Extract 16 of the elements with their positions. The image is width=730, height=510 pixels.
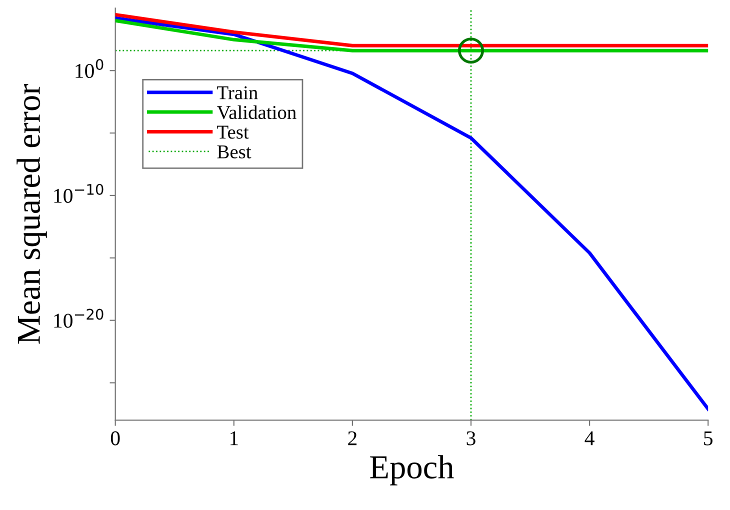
y-tick-label: 10$^{0}$: [76, 59, 104, 78]
legend-label: Test: [217, 126, 249, 139]
x-tick-label: 3: [466, 431, 476, 446]
y-tick-label: 10$^{−20}$: [54, 308, 104, 328]
x-tick-label: 4: [584, 431, 594, 446]
x-tick-label: 2: [348, 431, 357, 446]
x-tick-label: 1: [230, 431, 238, 446]
x-tick-label: 5: [704, 431, 712, 446]
y-axis-title: Mean squared error: [16, 84, 47, 344]
x-axis-title: Epoch: [370, 455, 454, 486]
legend-label: Train: [217, 86, 258, 100]
legend-label: Validation: [216, 105, 296, 120]
legend-label: Best: [217, 145, 252, 158]
x-tick-label: 0: [110, 431, 120, 446]
line-series: [115, 16, 708, 411]
y-tick-label: 10$^{−10}$: [54, 184, 104, 203]
